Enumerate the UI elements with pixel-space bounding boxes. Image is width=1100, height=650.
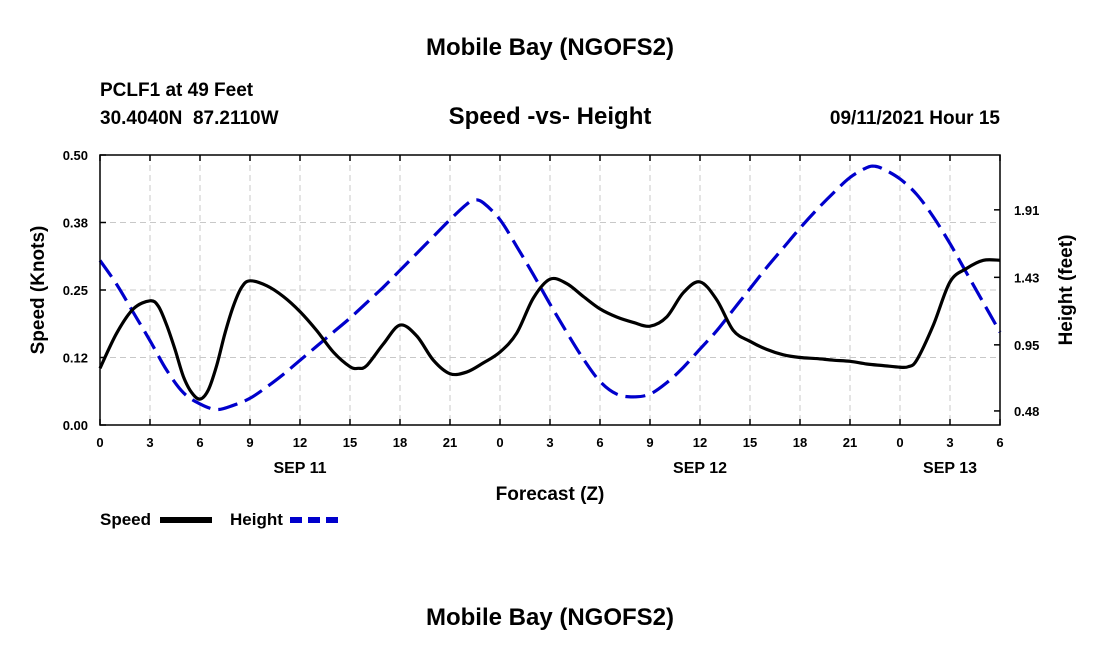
y-tick-label: 0.38 [63,216,88,231]
y-tick-label: 0.00 [63,418,88,433]
y-axis-label: Speed (Knots) [28,226,49,355]
x-tick-label: 12 [693,435,707,450]
x-tick-label: 6 [596,435,603,450]
x-tick-label: 21 [843,435,857,450]
y2-axis-label: Height (feet) [1056,235,1077,346]
x-tick-label: 21 [443,435,457,450]
y-tick-label: 0.50 [63,148,88,163]
y2-tick-label: 0.48 [1014,404,1039,419]
legend: Speed Height [100,510,342,529]
date-label: SEP 12 [673,460,727,477]
x-tick-label: 9 [646,435,653,450]
x-axis-label: Forecast (Z) [496,484,605,505]
x-tick-label: 15 [743,435,757,450]
y2-tick-label: 0.95 [1014,338,1039,353]
x-tick-label: 9 [246,435,253,450]
x-tick-label: 12 [293,435,307,450]
x-tick-label: 3 [146,435,153,450]
legend-speed-label: Speed [100,510,151,529]
x-tick-label: 0 [96,435,103,450]
date-label: SEP 11 [273,460,326,477]
data-series [98,164,1002,412]
date-label: SEP 13 [923,460,977,477]
x-tick-label: 3 [546,435,553,450]
forecast-run-time: 09/11/2021 Hour 15 [830,108,1000,129]
y-tick-label: 0.25 [63,283,88,298]
x-tick-label: 18 [793,435,807,450]
x-tick-label: 0 [496,435,503,450]
station-label: PCLF1 at 49 Feet [100,80,254,101]
legend-height-label: Height [230,510,283,529]
y2-tick-label: 1.43 [1014,270,1039,285]
speed-series-line [98,258,1001,401]
chart-subtitle: Speed -vs- Height [449,103,652,130]
axis-tick-labels: 0 3 6 9 12 15 18 21 0 3 6 9 12 15 18 21 0 3 6 0.00 0.12 0.25 0… [63,148,1040,450]
grid-lines [100,155,1000,425]
x-tick-label: 0 [896,435,903,450]
x-tick-label: 18 [393,435,407,450]
x-tick-label: 6 [996,435,1003,450]
station-coordinates: 30.4040N 87.2110W [100,108,279,129]
x-tick-label: 3 [946,435,953,450]
axis-ticks [99,154,1001,426]
y-tick-label: 0.12 [63,351,88,366]
x-tick-label: 15 [343,435,357,450]
height-series-line [98,164,1002,412]
footer-title: Mobile Bay (NGOFS2) [426,604,674,631]
chart-title: Mobile Bay (NGOFS2) [426,34,674,61]
y2-tick-label: 1.91 [1014,203,1039,218]
x-tick-label: 6 [196,435,203,450]
date-labels: SEP 11 SEP 12 SEP 13 [273,460,977,477]
